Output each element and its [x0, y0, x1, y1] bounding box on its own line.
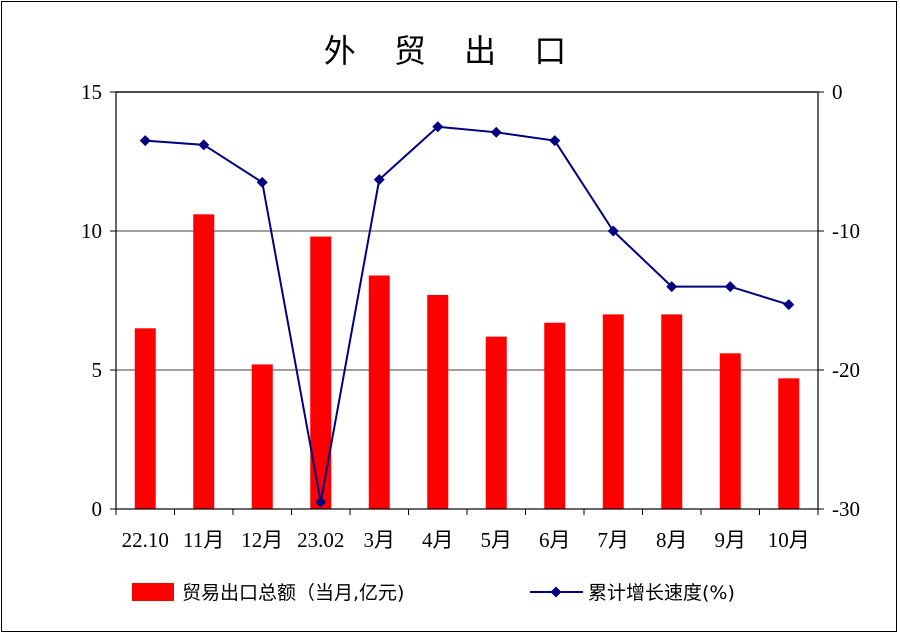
bar: [661, 314, 683, 509]
bar: [485, 336, 507, 509]
x-tick-label: 5月: [481, 528, 513, 552]
growth-point: [198, 139, 210, 151]
growth-point: [666, 281, 678, 293]
bar: [602, 314, 624, 509]
x-tick-label: 23.02: [297, 528, 344, 552]
chart-title: 外 贸 出 口: [324, 32, 581, 70]
bar: [719, 353, 741, 509]
x-tick-label: 9月: [715, 528, 747, 552]
left-tick-label: 10: [81, 219, 102, 243]
growth-point: [549, 135, 561, 147]
x-tick-label: 7月: [598, 528, 630, 552]
left-tick-label: 5: [92, 358, 103, 382]
bar: [544, 322, 566, 509]
x-tick-label: 22.10: [122, 528, 169, 552]
growth-point: [607, 225, 619, 237]
right-tick-label: -30: [832, 497, 860, 521]
plot-area: 0 5 10 15 -30 -20 -10 0 22.10 11月 12月 23.02 3月 4月 5月 6月…: [81, 80, 860, 552]
right-tick-label: -10: [832, 219, 860, 243]
growth-point: [256, 176, 268, 188]
x-tick-label: 4月: [422, 528, 454, 552]
growth-point: [490, 126, 502, 138]
right-tick-label: -20: [832, 358, 860, 382]
bar: [310, 236, 332, 509]
legend-line-marker: [550, 586, 562, 598]
growth-point: [315, 496, 327, 508]
bar: [134, 328, 156, 509]
x-tick-label: 3月: [364, 528, 396, 552]
growth-point: [432, 121, 444, 133]
growth-point: [724, 281, 736, 293]
bar: [427, 294, 449, 509]
bar: [193, 214, 215, 509]
x-tick-label: 11月: [183, 528, 224, 552]
bar: [778, 378, 800, 509]
growth-point: [783, 299, 795, 311]
growth-point: [373, 174, 385, 186]
bar: [251, 364, 273, 509]
x-tick-label: 8月: [656, 528, 688, 552]
x-tick-label: 6月: [539, 528, 571, 552]
bar: [368, 275, 390, 509]
legend-line-label: 累计增长速度(%): [588, 582, 735, 604]
growth-point: [139, 135, 151, 147]
plot-border: [115, 91, 819, 510]
growth-line: [145, 125, 790, 503]
right-tick-label: 0: [832, 80, 843, 104]
left-tick-label: 15: [81, 80, 102, 104]
legend-bar-label: 贸易出口总额（当月,亿元): [182, 582, 404, 604]
x-tick-label: 12月: [241, 528, 283, 552]
x-tick-label: 10月: [768, 528, 810, 552]
legend: 贸易出口总额（当月,亿元) 累计增长速度(%): [132, 582, 735, 604]
left-tick-label: 0: [92, 497, 103, 521]
legend-bar-swatch: [132, 583, 174, 601]
